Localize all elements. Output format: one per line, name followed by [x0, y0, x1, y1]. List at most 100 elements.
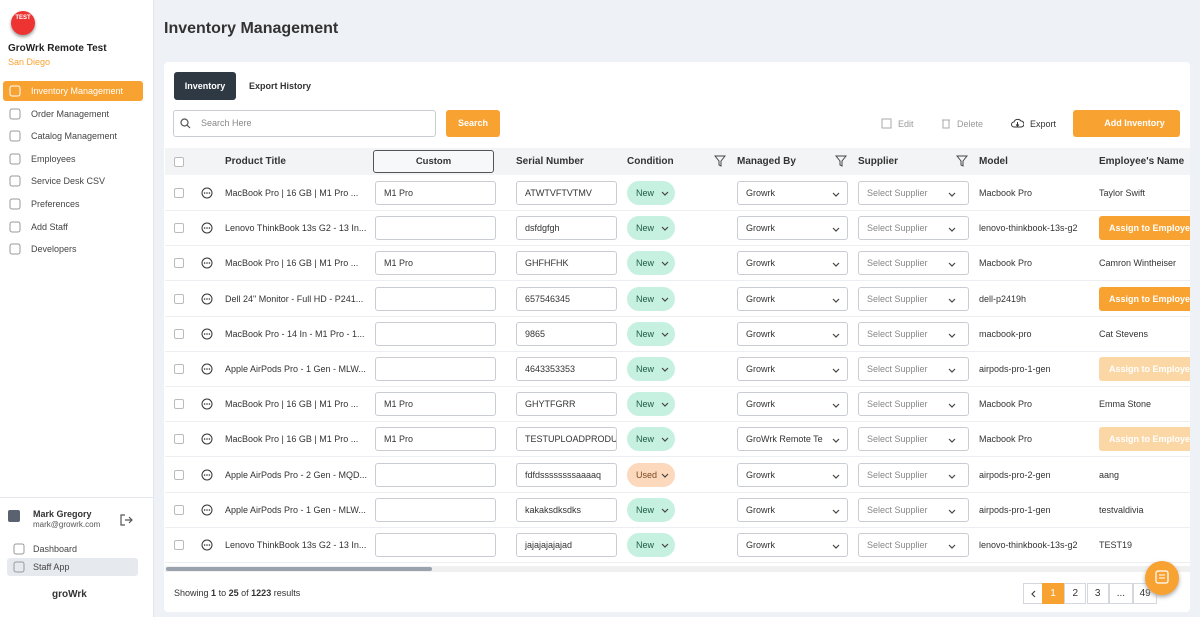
chat-button[interactable] — [1145, 561, 1179, 595]
nav-item[interactable]: Employees — [3, 149, 143, 169]
custom-input[interactable] — [375, 533, 496, 557]
managed-by-select[interactable]: Growrk — [737, 286, 848, 311]
search-input[interactable]: Search Here — [173, 110, 436, 137]
column-header[interactable]: Managed By — [737, 156, 796, 167]
export-button[interactable]: Export — [1030, 119, 1057, 129]
row-checkbox[interactable] — [174, 469, 184, 480]
custom-input[interactable] — [375, 216, 496, 241]
condition-pill[interactable]: New — [627, 286, 675, 311]
condition-pill[interactable]: New — [627, 251, 675, 276]
supplier-select[interactable]: Select Supplier — [858, 533, 969, 557]
managed-by-select[interactable]: Growrk — [737, 216, 848, 241]
add-inventory-button[interactable]: Add Inventory — [1073, 110, 1180, 137]
supplier-select[interactable]: Select Supplier — [858, 392, 969, 417]
serial-input[interactable]: jajajajajajad — [516, 533, 617, 557]
supplier-select[interactable]: Select Supplier — [858, 497, 969, 522]
managed-by-select[interactable]: GroWrk Remote Te — [737, 427, 848, 452]
custom-input[interactable]: M1 Pro — [375, 392, 496, 417]
column-header[interactable]: Serial Number — [516, 156, 584, 167]
serial-input[interactable]: 9865 — [516, 321, 617, 346]
delete-button[interactable]: Delete — [957, 119, 984, 129]
header-checkbox[interactable] — [174, 157, 184, 167]
row-checkbox[interactable] — [174, 328, 184, 339]
condition-pill[interactable]: New — [627, 321, 675, 346]
managed-by-select[interactable]: Growrk — [737, 357, 848, 381]
nav-item[interactable]: Service Desk CSV — [3, 171, 143, 191]
supplier-select[interactable]: Select Supplier — [858, 286, 969, 311]
condition-pill[interactable]: New — [627, 427, 675, 452]
supplier-select[interactable]: Select Supplier — [858, 181, 969, 205]
row-checkbox[interactable] — [174, 434, 184, 445]
tab[interactable]: Inventory — [174, 72, 236, 100]
tab[interactable]: Export History — [248, 81, 311, 91]
supplier-select[interactable]: Select Supplier — [858, 357, 969, 381]
serial-input[interactable]: TESTUPLOADPRODU — [516, 427, 617, 452]
column-header[interactable]: Custom — [373, 150, 494, 173]
column-header[interactable]: Condition — [627, 156, 674, 167]
assign-button[interactable]: Assign to Employee — [1099, 286, 1190, 311]
search-button[interactable]: Search — [446, 110, 500, 137]
condition-pill[interactable]: New — [627, 216, 675, 241]
managed-by-select[interactable]: Growrk — [737, 251, 848, 276]
condition-pill[interactable]: New — [627, 357, 675, 381]
supplier-select[interactable]: Select Supplier — [858, 321, 969, 346]
page-button[interactable]: 1 — [1042, 583, 1064, 604]
column-header[interactable]: Model — [979, 156, 1008, 167]
condition-pill[interactable]: New — [627, 181, 675, 205]
custom-input[interactable]: M1 Pro — [375, 181, 496, 205]
row-checkbox[interactable] — [174, 188, 184, 198]
serial-input[interactable]: ATWTVFTVTMV — [516, 181, 617, 205]
nav-item[interactable]: Developers — [3, 239, 143, 259]
logout-icon[interactable] — [119, 513, 133, 527]
serial-input[interactable]: dsfdgfgh — [516, 216, 617, 241]
managed-by-select[interactable]: Growrk — [737, 321, 848, 346]
serial-input[interactable]: GHFHFHK — [516, 251, 617, 276]
condition-pill[interactable]: New — [627, 392, 675, 417]
column-header[interactable]: Employee's Name — [1099, 156, 1185, 167]
custom-input[interactable] — [375, 497, 496, 522]
prev-page[interactable] — [1023, 583, 1043, 604]
nav-item[interactable]: Catalog Management — [3, 126, 143, 146]
custom-input[interactable]: M1 Pro — [375, 251, 496, 276]
managed-by-select[interactable]: Growrk — [737, 181, 848, 205]
supplier-select[interactable]: Select Supplier — [858, 427, 969, 452]
row-checkbox[interactable] — [174, 540, 184, 550]
serial-input[interactable]: fdfdssssssssaaaaq — [516, 462, 617, 487]
bottom-link[interactable]: Staff App — [7, 557, 138, 576]
nav-item[interactable]: Order Management — [3, 104, 143, 124]
custom-input[interactable] — [375, 286, 496, 311]
row-checkbox[interactable] — [174, 223, 184, 234]
condition-pill[interactable]: New — [627, 533, 675, 557]
bottom-link[interactable]: Dashboard — [7, 540, 138, 558]
serial-input[interactable]: GHYTFGRR — [516, 392, 617, 417]
managed-by-select[interactable]: Growrk — [737, 392, 848, 417]
serial-input[interactable]: kakaksdksdks — [516, 497, 617, 522]
assign-button[interactable]: Assign to Employee — [1099, 216, 1190, 241]
edit-button[interactable]: Edit — [898, 119, 914, 129]
supplier-select[interactable]: Select Supplier — [858, 462, 969, 487]
managed-by-select[interactable]: Growrk — [737, 533, 848, 557]
serial-input[interactable]: 4643353353 — [516, 357, 617, 381]
nav-item[interactable]: Preferences — [3, 194, 143, 214]
managed-by-select[interactable]: Growrk — [737, 497, 848, 522]
page-button[interactable]: ... — [1108, 583, 1133, 604]
row-checkbox[interactable] — [174, 293, 184, 304]
column-header[interactable]: Supplier — [858, 156, 899, 167]
supplier-select[interactable]: Select Supplier — [858, 216, 969, 241]
nav-item[interactable]: Add Staff — [3, 217, 143, 237]
row-checkbox[interactable] — [174, 258, 184, 269]
page-button[interactable]: 2 — [1064, 583, 1087, 604]
supplier-select[interactable]: Select Supplier — [858, 251, 969, 276]
row-checkbox[interactable] — [174, 364, 184, 374]
scrollbar-thumb[interactable] — [166, 567, 432, 571]
page-button[interactable]: 3 — [1086, 583, 1109, 604]
serial-input[interactable]: 657546345 — [516, 286, 617, 311]
nav-item[interactable]: Inventory Management — [3, 81, 143, 101]
custom-input[interactable] — [375, 321, 496, 346]
condition-pill[interactable]: New — [627, 497, 675, 522]
column-header[interactable]: Product Title — [225, 156, 286, 167]
condition-pill[interactable]: Used — [627, 462, 675, 487]
custom-input[interactable] — [375, 357, 496, 381]
row-checkbox[interactable] — [174, 504, 184, 515]
row-checkbox[interactable] — [174, 399, 184, 410]
